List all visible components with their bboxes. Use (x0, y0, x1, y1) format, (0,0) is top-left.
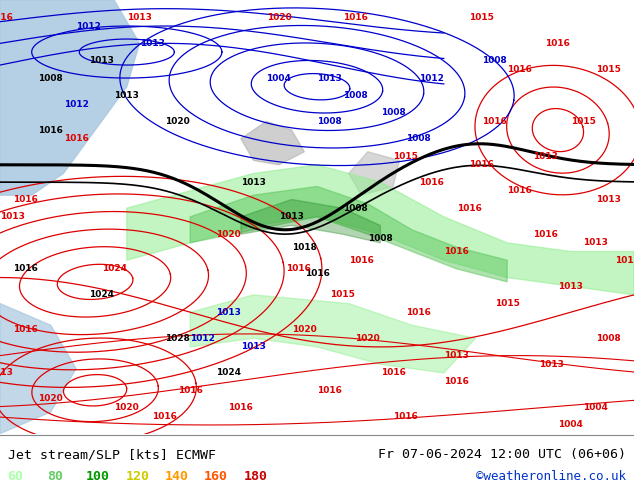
Text: 1015: 1015 (393, 151, 418, 161)
Text: 1020: 1020 (216, 230, 241, 239)
Text: 1013: 1013 (279, 212, 304, 221)
Text: 120: 120 (126, 470, 150, 483)
Text: 1013: 1013 (127, 13, 152, 22)
Text: 1016: 1016 (63, 134, 89, 143)
Text: 1020: 1020 (355, 334, 380, 343)
Text: 140: 140 (165, 470, 189, 483)
Text: 1016: 1016 (285, 265, 311, 273)
Text: 1016: 1016 (304, 269, 330, 278)
Text: 60: 60 (8, 470, 23, 483)
Text: 1024: 1024 (101, 265, 127, 273)
Text: 1016: 1016 (0, 13, 13, 22)
Text: 1013: 1013 (533, 151, 558, 161)
Polygon shape (0, 0, 139, 195)
Text: 1013: 1013 (89, 56, 114, 65)
Text: 1016: 1016 (228, 403, 254, 412)
Text: 1024: 1024 (89, 291, 114, 299)
Text: 1016: 1016 (13, 265, 38, 273)
Text: 1016: 1016 (317, 386, 342, 395)
Text: 1016: 1016 (507, 65, 533, 74)
Text: 1016: 1016 (342, 13, 368, 22)
Text: 1020: 1020 (38, 394, 63, 403)
Text: 1016: 1016 (13, 325, 38, 334)
Polygon shape (127, 165, 634, 295)
Text: 1008: 1008 (406, 134, 431, 143)
Text: 180: 180 (243, 470, 268, 483)
Text: 1012: 1012 (418, 74, 444, 82)
Polygon shape (190, 187, 507, 282)
Text: 1013: 1013 (139, 39, 165, 48)
Text: 1013: 1013 (583, 238, 609, 247)
Text: 80: 80 (47, 470, 63, 483)
Text: 1015: 1015 (596, 65, 621, 74)
Text: 1008: 1008 (342, 204, 368, 213)
Text: 1012: 1012 (76, 22, 101, 30)
Text: 1008: 1008 (380, 108, 406, 117)
Text: 1016: 1016 (152, 412, 178, 421)
Text: 1016: 1016 (178, 386, 203, 395)
Text: 1016: 1016 (406, 308, 431, 317)
Text: 1008: 1008 (38, 74, 63, 82)
Text: 1013: 1013 (241, 343, 266, 351)
Text: 1013: 1013 (444, 351, 469, 360)
Text: 1008: 1008 (482, 56, 507, 65)
Text: ©weatheronline.co.uk: ©weatheronline.co.uk (476, 470, 626, 483)
Text: 1015: 1015 (469, 13, 495, 22)
Text: 1008: 1008 (368, 234, 393, 243)
Text: 1016: 1016 (456, 204, 482, 213)
Text: 1004: 1004 (558, 420, 583, 429)
Text: 1016: 1016 (380, 368, 406, 377)
Text: 1028: 1028 (165, 334, 190, 343)
Text: Jet stream/SLP [kts] ECMWF: Jet stream/SLP [kts] ECMWF (8, 448, 216, 461)
Text: 1020: 1020 (266, 13, 292, 22)
Text: 1020: 1020 (292, 325, 317, 334)
Text: 1016: 1016 (393, 412, 418, 421)
Polygon shape (241, 122, 304, 165)
Text: 1008: 1008 (342, 91, 368, 100)
Text: 1016: 1016 (533, 230, 558, 239)
Text: 1016: 1016 (349, 256, 374, 265)
Text: 1013: 1013 (539, 360, 564, 369)
Polygon shape (241, 199, 380, 243)
Text: 1015: 1015 (495, 299, 520, 308)
Text: 160: 160 (204, 470, 228, 483)
Text: 1008: 1008 (317, 117, 342, 126)
Text: Fr 07-06-2024 12:00 UTC (06+06): Fr 07-06-2024 12:00 UTC (06+06) (378, 448, 626, 461)
Text: 1013: 1013 (558, 282, 583, 291)
Text: 1013: 1013 (0, 368, 13, 377)
Text: 1016: 1016 (482, 117, 507, 126)
Text: 1012: 1012 (190, 334, 216, 343)
Text: 1013: 1013 (216, 308, 241, 317)
Polygon shape (349, 152, 399, 195)
Text: 1013: 1013 (114, 91, 139, 100)
Text: 1015: 1015 (330, 291, 355, 299)
Text: 1013: 1013 (596, 195, 621, 204)
Text: 1020: 1020 (114, 403, 139, 412)
Text: 1015: 1015 (571, 117, 596, 126)
Text: 1004: 1004 (583, 403, 609, 412)
Polygon shape (190, 295, 476, 373)
Text: 1016: 1016 (507, 186, 533, 196)
Text: 1016: 1016 (38, 125, 63, 135)
Text: 1016: 1016 (444, 377, 469, 386)
Text: 1016: 1016 (13, 195, 38, 204)
Text: 1013: 1013 (0, 212, 25, 221)
Text: 100: 100 (86, 470, 110, 483)
Text: 1018: 1018 (292, 243, 317, 252)
Text: 1016: 1016 (545, 39, 571, 48)
Text: 1016: 1016 (444, 247, 469, 256)
Text: 1024: 1024 (216, 368, 241, 377)
Text: 1013: 1013 (317, 74, 342, 82)
Text: 1016: 1016 (469, 160, 495, 169)
Text: 1016: 1016 (418, 178, 444, 187)
Text: 1020: 1020 (165, 117, 190, 126)
Text: 1012: 1012 (63, 99, 89, 109)
Text: 1013: 1013 (241, 178, 266, 187)
Text: 1004: 1004 (266, 74, 292, 82)
Polygon shape (0, 304, 76, 434)
Text: 1015: 1015 (615, 256, 634, 265)
Text: 1008: 1008 (596, 334, 621, 343)
